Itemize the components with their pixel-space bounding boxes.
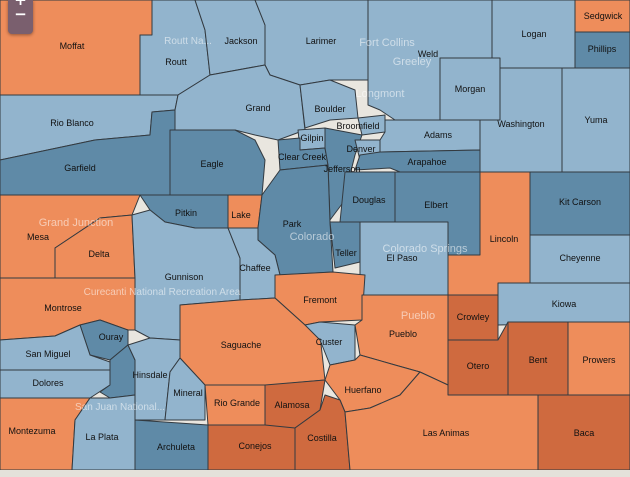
county-label-delta: Delta [88,249,109,259]
county-label-pueblo: Pueblo [389,329,417,339]
zoom-out-button[interactable]: − [14,5,27,23]
county-label-alamosa: Alamosa [274,400,309,410]
county-label-washington: Washington [497,119,544,129]
county-mineral[interactable] [164,357,206,421]
zoom-control: + − [8,0,33,34]
county-label-phillips: Phillips [588,44,617,54]
county-label-fremont: Fremont [303,295,337,305]
county-label-boulder: Boulder [314,104,345,114]
county-label-denver: Denver [346,144,375,154]
basemap-label-longmont: Longmont [356,88,405,100]
basemap-label-colorado-springs: Colorado Springs [383,243,468,255]
county-label-yuma: Yuma [584,115,607,125]
county-label-sedgwick: Sedgwick [584,11,623,21]
basemap-label-curecanti: Curecanti National Recreation Area [84,287,241,298]
county-cheyenne[interactable] [529,234,630,284]
county-label-hinsdale: Hinsdale [132,370,167,380]
basemap-label-grand-junction: Grand Junction [39,217,114,229]
county-label-jackson: Jackson [224,36,257,46]
county-label-crowley: Crowley [457,312,490,322]
county-label-dolores: Dolores [32,378,64,388]
county-label-montrose: Montrose [44,303,82,313]
county-prowers[interactable] [567,321,630,396]
county-label-arapahoe: Arapahoe [407,157,446,167]
county-label-archuleta: Archuleta [157,442,195,452]
county-label-conejos: Conejos [238,441,272,451]
county-label-jefferson: Jefferson [324,164,361,174]
county-eagle[interactable] [169,129,266,196]
county-label-otero: Otero [467,361,490,371]
county-label-clear-creek: Clear Creek [278,152,327,162]
county-label-costilla: Costilla [307,433,337,443]
county-label-la-plata: La Plata [85,432,118,442]
county-label-pitkin: Pitkin [175,208,197,218]
county-label-kiowa: Kiowa [552,299,577,309]
county-label-moffat: Moffat [60,41,85,51]
county-label-douglas: Douglas [352,195,386,205]
basemap-label-greeley: Greeley [393,56,432,68]
county-label-prowers: Prowers [582,355,616,365]
county-label-layer: Moffat Routt Jackson Larimer Weld Logan … [8,11,622,452]
county-sedgwick[interactable] [574,0,630,33]
county-baca[interactable] [537,394,630,471]
county-label-baca: Baca [574,428,595,438]
basemap-label-routt-nf: Routt Na... [164,36,212,47]
basemap-label-colorado: Colorado [290,231,335,243]
basemap-label-fort-collins: Fort Collins [359,37,415,49]
county-label-mesa: Mesa [27,232,49,242]
basemap-strip [0,470,630,477]
county-label-park: Park [283,219,302,229]
county-label-ouray: Ouray [99,332,124,342]
county-label-lake: Lake [231,210,251,220]
county-label-san-miguel: San Miguel [25,349,70,359]
county-label-las-animas: Las Animas [423,428,470,438]
county-label-bent: Bent [529,355,548,365]
county-label-custer: Custer [316,337,343,347]
county-label-rio-grande: Rio Grande [214,398,260,408]
county-label-teller: Teller [335,248,357,258]
county-label-grand: Grand [245,103,270,113]
county-label-logan: Logan [521,29,546,39]
county-label-saguache: Saguache [221,340,262,350]
county-label-montezuma: Montezuma [8,426,55,436]
county-label-weld: Weld [418,49,438,59]
county-label-broomfield: Broomfield [336,121,379,131]
county-label-larimer: Larimer [306,36,337,46]
basemap-label-pueblo-city: Pueblo [401,310,435,322]
county-label-adams: Adams [424,130,453,140]
county-label-gilpin: Gilpin [300,133,323,143]
county-yuma[interactable] [561,67,630,173]
county-label-routt: Routt [165,57,187,67]
zoom-in-button[interactable]: + [8,0,33,6]
county-label-garfield: Garfield [64,163,96,173]
county-label-kit-carson: Kit Carson [559,197,601,207]
county-label-morgan: Morgan [455,84,486,94]
county-phillips[interactable] [574,31,630,69]
county-label-elbert: Elbert [424,200,448,210]
basemap-label-san-juan-nf: San Juan National... [75,402,165,413]
basemap-label-layer: Fort Collins Greeley Longmont Grand Junc… [39,36,468,413]
county-label-el-paso: El Paso [386,253,417,263]
county-label-rio-blanco: Rio Blanco [50,118,94,128]
county-label-chaffee: Chaffee [239,263,270,273]
county-teller[interactable] [329,221,361,269]
county-label-lincoln: Lincoln [490,234,519,244]
county-label-huerfano: Huerfano [344,385,381,395]
county-label-eagle: Eagle [200,159,223,169]
county-label-mineral: Mineral [173,388,203,398]
county-label-gunnison: Gunnison [165,272,204,282]
county-label-cheyenne: Cheyenne [559,253,600,263]
county-kit-carson[interactable] [529,171,630,236]
